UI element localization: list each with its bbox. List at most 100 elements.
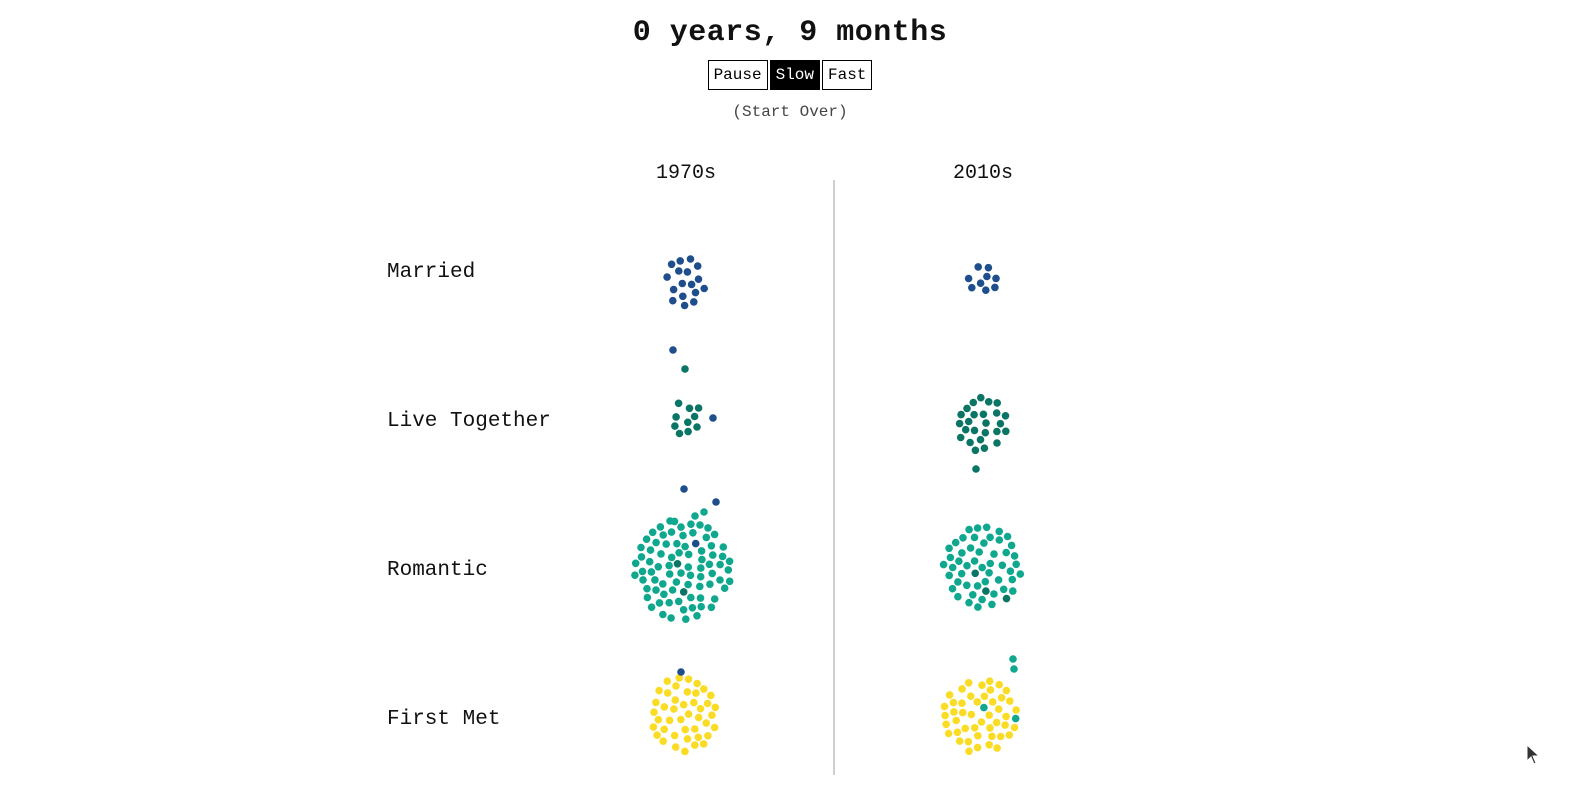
first-met-dot [653, 731, 661, 739]
romantic-dot [957, 569, 966, 578]
row-label-romantic: Romantic [387, 559, 488, 582]
romantic-dot [725, 577, 734, 586]
live-together-dot [684, 427, 692, 436]
first-met-dot [973, 698, 982, 706]
first-met-dot [700, 685, 708, 693]
live-together-dot [690, 412, 699, 421]
romantic-dot [662, 540, 670, 548]
romantic-dot [959, 534, 967, 542]
married-dot [669, 285, 678, 294]
fast-button[interactable]: Fast [822, 60, 873, 90]
first-met-dot [953, 728, 962, 737]
married-dot [678, 279, 687, 288]
romantic-dot [677, 523, 685, 531]
romantic-dot [646, 546, 655, 554]
romantic-dot [659, 531, 667, 539]
romantic-dot [708, 569, 716, 578]
romantic-dot [999, 585, 1008, 594]
moving-dot [712, 498, 720, 506]
first-met-dot [691, 725, 699, 733]
romantic-dot [954, 592, 962, 601]
romantic-dot [982, 523, 991, 532]
first-met-dot [672, 682, 680, 690]
first-met-dot [944, 729, 953, 738]
live-together-dot [955, 419, 964, 428]
first-met-dot [967, 710, 976, 719]
romantic-dot [679, 606, 688, 614]
live-together-dot [996, 419, 1005, 428]
romantic-dot [687, 520, 695, 528]
romantic-dot [679, 531, 687, 540]
start-over-link[interactable]: (Start Over) [732, 103, 848, 121]
romantic-dot [990, 550, 998, 558]
first-met-dot [985, 677, 994, 685]
romantic-dot [970, 557, 979, 565]
first-met-dot [986, 686, 995, 694]
first-met-dot [681, 725, 689, 734]
romantic-dot [973, 582, 982, 590]
live-together-dot [970, 426, 979, 435]
first-met-dot [707, 691, 715, 700]
first-met-dot [670, 705, 678, 713]
first-met-dot [1002, 712, 1010, 721]
romantic-dot [684, 563, 693, 571]
moving-dot [666, 517, 674, 525]
romantic-dot [647, 603, 656, 611]
first-met-dot [949, 698, 958, 707]
moving-dot [691, 512, 699, 520]
romantic-dot [647, 568, 656, 576]
romantic-dot [651, 576, 659, 584]
live-together-dot [993, 427, 1001, 436]
first-met-dot [955, 737, 964, 745]
romantic-dot [697, 602, 705, 611]
married-dot [663, 273, 671, 281]
romantic-dot [668, 586, 677, 594]
romantic-dot [988, 600, 996, 609]
first-met-dot [958, 699, 966, 707]
married-dot [680, 301, 689, 310]
romantic-dot [660, 590, 668, 599]
live-together-dot [671, 422, 679, 430]
first-met-dot [694, 733, 703, 742]
romantic-dot [687, 593, 695, 602]
live-together-dot [970, 410, 978, 419]
first-met-dot [1002, 686, 1011, 695]
first-met-dot [1001, 721, 1009, 729]
romantic-dot [665, 598, 673, 607]
married-dot [984, 263, 993, 272]
slow-button[interactable]: Slow [769, 60, 820, 90]
first-met-dot [958, 685, 966, 693]
romantic-dot [719, 543, 728, 551]
romantic-dot [725, 557, 734, 566]
live-together-dot [964, 417, 973, 426]
romantic-dot [679, 588, 688, 596]
live-together-dot [956, 433, 965, 442]
moving-dot [709, 414, 717, 422]
married-dot [992, 274, 1000, 283]
romantic-dot [966, 544, 975, 552]
first-met-dot [980, 703, 988, 712]
romantic-dot [939, 560, 948, 569]
romantic-dot [697, 564, 705, 572]
married-dot [982, 286, 990, 295]
first-met-dot [973, 743, 982, 752]
first-met-dot [986, 724, 994, 732]
married-dot [683, 268, 692, 276]
column-header-2010s: 2010s [952, 162, 1013, 185]
first-met-dot [665, 716, 674, 725]
first-met-dot [977, 718, 986, 726]
romantic-dot [659, 610, 667, 619]
romantic-dot [1009, 587, 1017, 595]
live-together-dot [672, 413, 680, 421]
first-met-dot [671, 743, 680, 751]
romantic-dot [954, 578, 962, 586]
romantic-dot [946, 553, 955, 562]
mouse-pointer-icon [1526, 744, 1541, 765]
column-header-1970s: 1970s [655, 162, 716, 185]
pause-button[interactable]: Pause [707, 60, 768, 90]
romantic-dot [974, 603, 982, 611]
live-together-dot [971, 446, 980, 455]
married-dot [691, 288, 700, 297]
romantic-dot [945, 544, 953, 553]
first-met-dot [1010, 723, 1019, 732]
